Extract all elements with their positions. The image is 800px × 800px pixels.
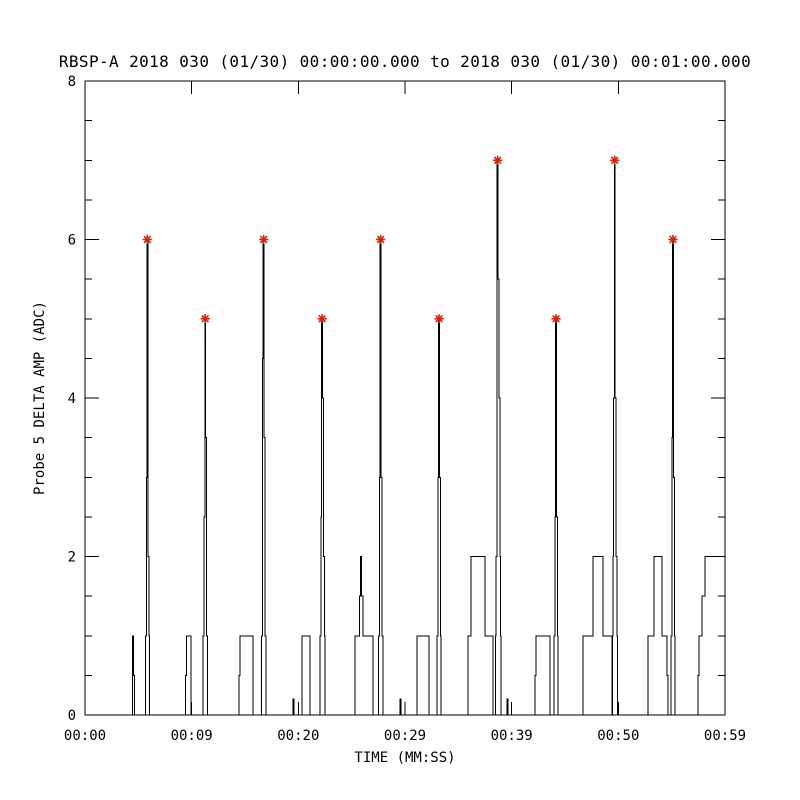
- plot-title: RBSP-A 2018 030 (01/30) 00:00:00.000 to …: [59, 52, 751, 71]
- asterisk-stroke: [435, 314, 443, 323]
- asterisk-stroke: [143, 235, 152, 244]
- asterisk-marker: [317, 314, 327, 324]
- asterisk-stroke: [610, 156, 619, 165]
- asterisk-marker: [551, 314, 561, 324]
- waveform-step-line: [85, 159, 725, 716]
- asterisk-stroke: [318, 314, 326, 323]
- asterisk-marker: [610, 155, 620, 165]
- y-tick-label: 6: [68, 233, 76, 249]
- asterisk-stroke: [552, 314, 560, 323]
- asterisk-marker: [142, 234, 152, 245]
- y-tick-label: 0: [68, 708, 76, 724]
- data-series: [85, 159, 725, 716]
- asterisk-marker: [200, 314, 210, 324]
- asterisk-stroke: [201, 314, 210, 323]
- x-tick-label: 00:59: [704, 728, 746, 744]
- asterisk-stroke: [376, 235, 385, 244]
- x-tick-label: 00:09: [171, 728, 213, 744]
- axis-frame: [84, 80, 726, 716]
- peak-markers: [142, 155, 678, 324]
- x-tick-label: 00:29: [384, 728, 426, 744]
- x-tick-label: 00:00: [64, 728, 106, 744]
- asterisk-marker: [259, 234, 269, 245]
- asterisk-stroke: [669, 235, 677, 244]
- x-tick-label: 00:20: [277, 728, 319, 744]
- axis-ticks: [84, 80, 726, 716]
- asterisk-marker: [375, 234, 386, 245]
- y-tick-label: 4: [68, 391, 76, 407]
- x-tick-label: 00:50: [597, 728, 639, 744]
- asterisk-marker: [434, 314, 444, 324]
- asterisk-stroke: [259, 235, 268, 244]
- y-tick-label: 2: [68, 550, 76, 566]
- x-tick-label: 00:39: [491, 728, 533, 744]
- y-tick-label: 8: [68, 74, 76, 90]
- x-axis-title: TIME (MM:SS): [354, 750, 455, 766]
- asterisk-stroke: [493, 156, 502, 165]
- axis-tick-labels: 00:00 00:09 00:20 00:29 00:39 00:50 00:59 0 2 4 6 8: [64, 74, 746, 744]
- plot-frame: [84, 80, 726, 716]
- y-axis-title: Probe 5 DELTA AMP (ADC): [32, 301, 48, 495]
- asterisk-marker: [493, 155, 503, 165]
- asterisk-marker: [668, 234, 678, 245]
